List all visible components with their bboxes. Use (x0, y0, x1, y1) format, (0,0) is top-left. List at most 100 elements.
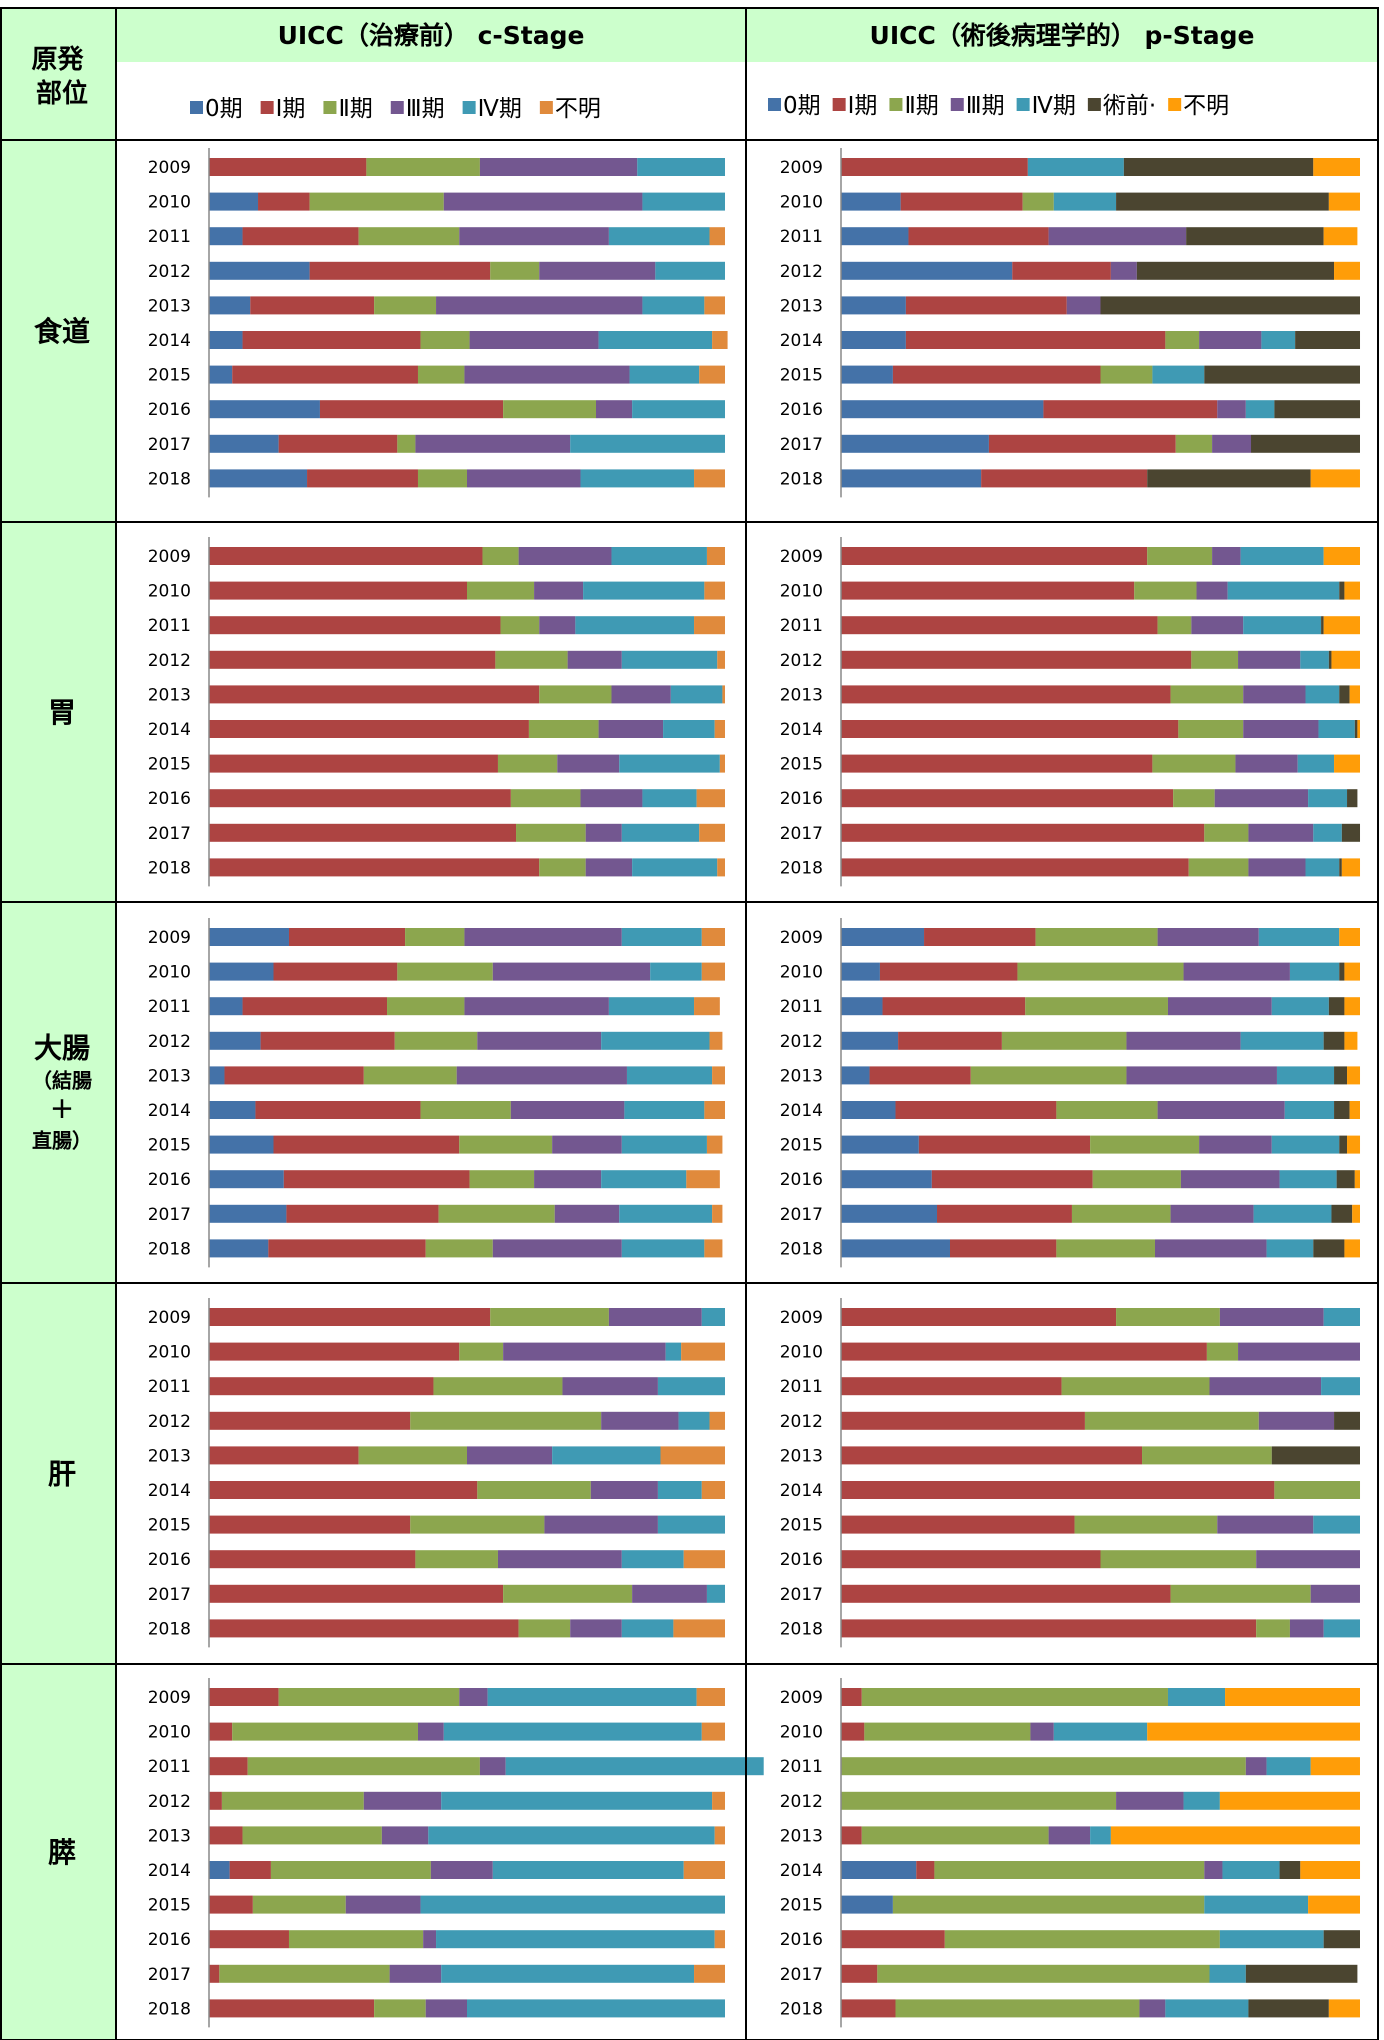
bar-4-c-9-3 (425, 1999, 467, 2018)
bar-0-p-1-5 (1116, 192, 1329, 211)
bar-0-p-2-0 (841, 227, 909, 246)
bar-4-p-8-1 (841, 1964, 878, 1983)
bar-2-c-4-1 (224, 1066, 364, 1085)
bar-4-p-8-2 (877, 1964, 1210, 1983)
bar-2-p-2-1 (882, 997, 1026, 1016)
bar-0-c-8-1 (278, 434, 398, 453)
bar-3-c-0-4 (701, 1308, 725, 1326)
year-label-1-p-1: 2010 (780, 582, 823, 602)
bar-4-c-1-5 (701, 1722, 725, 1741)
bar-4-c-5-3 (430, 1861, 493, 1879)
bar-3-c-1-3 (503, 1342, 666, 1361)
bar-3-p-1-2 (1206, 1342, 1239, 1361)
bar-3-p-6-1 (841, 1515, 1075, 1534)
bar-4-c-0-2 (278, 1688, 460, 1706)
year-label-1-p-7: 2016 (780, 789, 823, 809)
bar-2-p-4-0 (841, 1066, 870, 1085)
bar-0-p-4-0 (841, 296, 906, 315)
year-label-2-c-8: 2017 (148, 1205, 191, 1225)
bar-4-c-6-2 (252, 1895, 346, 1914)
bar-3-c-7-5 (683, 1550, 725, 1569)
bar-1-c-5-5 (714, 720, 725, 738)
bar-2-p-9-0 (841, 1239, 950, 1258)
chart-3-c: 2009 2010 2011 2012 2013 2014 2015 2016 2017 2018 (148, 1298, 725, 1648)
bar-0-p-0-6 (1313, 158, 1360, 176)
bar-3-p-7-2 (1100, 1550, 1257, 1569)
bar-1-c-7-2 (510, 789, 581, 808)
bar-1-p-4-6 (1349, 685, 1360, 704)
bar-4-p-9-6 (1328, 1999, 1360, 2018)
bar-2-p-5-4 (1284, 1101, 1335, 1119)
site-label-2: 大腸 （結腸 ＋ 直腸） (32, 1032, 92, 1153)
bar-3-c-3-1 (209, 1411, 411, 1430)
legend-p-label-6: 不明 (1183, 93, 1229, 119)
year-label-2-p-0: 2009 (780, 928, 823, 948)
year-label-2-c-7: 2016 (148, 1170, 191, 1190)
year-label-2-p-9: 2018 (780, 1239, 823, 1259)
bar-2-c-6-5 (706, 1135, 723, 1154)
bar-1-c-3-5 (717, 650, 725, 669)
bar-0-p-5-0 (841, 331, 906, 349)
bar-1-p-8-5 (1341, 823, 1361, 842)
bar-0-p-6-5 (1204, 365, 1360, 384)
bar-4-c-6-1 (209, 1895, 253, 1914)
legend-p-swatch-0 (768, 98, 781, 111)
year-label-2-p-4: 2013 (780, 1066, 823, 1086)
bar-1-p-4-2 (1170, 685, 1244, 704)
bar-2-p-0-3 (1157, 928, 1259, 946)
year-label-4-c-3: 2012 (148, 1792, 191, 1812)
year-label-2-c-6: 2015 (148, 1136, 191, 1156)
year-label-0-c-2: 2011 (148, 227, 191, 247)
bar-3-p-2-2 (1061, 1377, 1210, 1396)
legend-c-swatch-5 (539, 101, 553, 114)
year-label-3-c-6: 2015 (148, 1516, 191, 1536)
year-label-4-c-7: 2016 (148, 1930, 191, 1950)
bar-0-c-4-4 (642, 296, 705, 315)
year-label-4-c-5: 2014 (148, 1861, 191, 1881)
year-label-2-c-4: 2013 (148, 1066, 191, 1086)
bar-2-p-5-5 (1334, 1101, 1350, 1119)
bar-1-c-4-2 (539, 685, 612, 704)
bar-3-p-5-1 (841, 1481, 1275, 1499)
bar-1-c-4-1 (209, 685, 540, 704)
bar-3-c-6-2 (410, 1515, 545, 1534)
bar-0-p-0-1 (841, 158, 1028, 176)
bar-4-c-5-0 (209, 1861, 230, 1879)
year-label-4-c-2: 2011 (148, 1757, 191, 1777)
bar-4-p-5-4 (1222, 1861, 1280, 1879)
bar-4-c-8-4 (441, 1964, 695, 1983)
bar-0-c-5-1 (242, 331, 421, 349)
bar-2-c-0-1 (288, 928, 406, 946)
bar-2-c-7-1 (283, 1170, 470, 1189)
p-stage-title: UICC（術後病理学的） p-Stage (870, 21, 1255, 50)
bar-4-p-6-0 (841, 1895, 893, 1914)
legend-c-label-4: Ⅳ期 (478, 96, 522, 122)
bar-2-p-3-3 (1126, 1031, 1241, 1050)
year-label-3-c-0: 2009 (148, 1308, 191, 1328)
bar-1-c-2-2 (500, 616, 540, 635)
bar-2-p-0-0 (841, 928, 925, 946)
bar-3-c-5-4 (657, 1481, 702, 1499)
bar-3-p-3-5 (1334, 1411, 1360, 1430)
year-label-3-p-1: 2010 (780, 1343, 823, 1363)
bar-3-c-0-3 (608, 1308, 702, 1326)
legend-p-label-5: 術前· (1103, 93, 1156, 119)
bar-0-c-2-3 (459, 227, 609, 246)
bar-4-p-1-6 (1147, 1722, 1360, 1741)
bar-3-p-4-2 (1142, 1446, 1272, 1465)
bar-1-p-6-3 (1235, 754, 1298, 773)
bar-0-c-8-2 (397, 434, 416, 453)
bar-4-p-3-2 (841, 1791, 1117, 1810)
bar-0-p-8-2 (1175, 434, 1213, 453)
bar-0-c-3-3 (539, 261, 656, 280)
bar-0-p-6-4 (1152, 365, 1205, 384)
bar-2-c-9-4 (621, 1239, 705, 1258)
bar-2-c-5-5 (704, 1101, 725, 1119)
bar-2-c-7-2 (469, 1170, 535, 1189)
bar-4-p-3-3 (1116, 1791, 1184, 1810)
bar-1-c-1-4 (583, 581, 705, 600)
bar-3-p-5-2 (1274, 1481, 1361, 1499)
bar-0-p-5-5 (1295, 331, 1361, 349)
bar-4-c-2-2 (247, 1757, 480, 1776)
bar-0-p-7-5 (1274, 400, 1361, 419)
